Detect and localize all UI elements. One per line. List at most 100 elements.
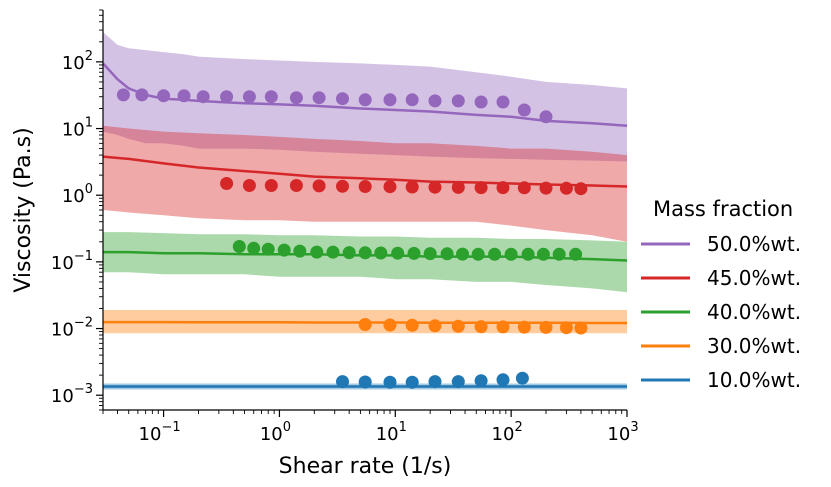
x-tick-label: 103 <box>607 420 638 445</box>
point-45-0-wt <box>358 180 372 193</box>
point-45-0-wt <box>517 181 531 195</box>
point-50-0-wt <box>539 110 553 124</box>
point-40-0-wt <box>310 245 324 259</box>
point-10-0-wt <box>383 375 397 389</box>
point-40-0-wt <box>440 247 454 261</box>
point-45-0-wt <box>242 179 256 192</box>
legend-label: 10.0%wt. <box>707 368 801 392</box>
point-30-0-wt <box>383 318 397 332</box>
point-40-0-wt <box>456 247 469 261</box>
point-50-0-wt <box>242 90 256 104</box>
point-30-0-wt <box>451 319 465 333</box>
point-45-0-wt <box>336 179 349 193</box>
point-50-0-wt <box>177 89 191 103</box>
point-10-0-wt <box>358 375 372 389</box>
point-40-0-wt <box>536 247 550 261</box>
point-45-0-wt <box>474 181 488 195</box>
point-40-0-wt <box>391 246 405 260</box>
point-45-0-wt <box>312 179 326 193</box>
point-45-0-wt <box>574 182 588 196</box>
point-40-0-wt <box>342 246 356 260</box>
point-50-0-wt <box>116 88 130 102</box>
point-45-0-wt <box>264 179 278 192</box>
y-tick-label: 101 <box>62 116 93 141</box>
bands-layer <box>103 32 627 390</box>
y-tick-label: 102 <box>62 49 93 74</box>
point-40-0-wt <box>293 244 307 258</box>
point-40-0-wt <box>277 243 291 257</box>
point-50-0-wt <box>264 90 278 104</box>
point-40-0-wt <box>488 247 502 261</box>
point-30-0-wt <box>428 319 442 333</box>
point-40-0-wt <box>326 245 340 259</box>
point-45-0-wt <box>405 180 419 194</box>
point-30-0-wt <box>496 320 510 334</box>
line-45-0-wt <box>102 155 628 188</box>
point-45-0-wt <box>496 181 510 195</box>
point-50-0-wt <box>451 94 465 108</box>
x-tick-label: 100 <box>260 420 291 445</box>
point-10-0-wt <box>405 375 419 389</box>
point-40-0-wt <box>423 247 437 261</box>
x-axis-title: Shear rate (1/s) <box>279 454 452 479</box>
point-50-0-wt <box>135 88 149 102</box>
legend-label: 50.0%wt. <box>707 232 801 256</box>
point-50-0-wt <box>428 94 442 108</box>
legend: Mass fraction 50.0%wt. 45.0%wt. 40.0%wt. 30… <box>641 197 801 392</box>
y-tick-label: 10−2 <box>51 316 93 341</box>
point-50-0-wt <box>358 93 372 107</box>
point-50-0-wt <box>196 90 210 104</box>
point-50-0-wt <box>496 95 510 109</box>
axes-layer: 10−1 100 101 102 103 10−3 10−2 10−1 100 101 102 <box>51 9 639 445</box>
point-40-0-wt <box>358 246 372 260</box>
point-40-0-wt <box>552 247 566 261</box>
band-40-0-wt <box>103 232 627 293</box>
point-40-0-wt <box>521 247 535 261</box>
point-50-0-wt <box>517 103 531 117</box>
point-40-0-wt <box>247 241 261 255</box>
point-40-0-wt <box>407 246 421 260</box>
point-45-0-wt <box>539 181 553 195</box>
point-30-0-wt <box>559 321 573 335</box>
point-45-0-wt <box>289 179 303 192</box>
point-45-0-wt <box>451 180 465 194</box>
point-30-0-wt <box>539 320 553 334</box>
point-50-0-wt <box>474 95 488 109</box>
y-tick-label: 10−1 <box>51 249 93 274</box>
point-50-0-wt <box>220 90 234 104</box>
point-45-0-wt <box>220 177 234 190</box>
point-45-0-wt <box>559 181 573 195</box>
point-30-0-wt <box>358 318 372 331</box>
point-45-0-wt <box>428 180 442 194</box>
point-30-0-wt <box>574 321 588 335</box>
y-tick-label: 100 <box>62 182 93 207</box>
point-45-0-wt <box>383 180 397 194</box>
point-30-0-wt <box>405 318 419 332</box>
point-40-0-wt <box>232 240 246 253</box>
x-tick-label: 101 <box>376 420 407 445</box>
x-tick-label: 10−1 <box>139 420 181 445</box>
point-10-0-wt <box>428 375 442 389</box>
point-50-0-wt <box>157 89 171 103</box>
point-10-0-wt <box>336 375 349 389</box>
point-50-0-wt <box>312 91 326 105</box>
legend-label: 40.0%wt. <box>707 300 801 324</box>
point-50-0-wt <box>383 93 397 107</box>
point-50-0-wt <box>336 92 349 106</box>
legend-label: 45.0%wt. <box>707 266 801 290</box>
point-40-0-wt <box>261 242 275 256</box>
point-40-0-wt <box>471 247 485 261</box>
y-tick-label: 10−3 <box>51 382 93 407</box>
point-40-0-wt <box>374 246 388 260</box>
x-tick-label: 102 <box>492 420 523 445</box>
points-layer <box>116 88 588 389</box>
legend-label: 30.0%wt. <box>707 334 801 358</box>
point-10-0-wt <box>474 374 488 388</box>
point-40-0-wt <box>504 247 518 261</box>
point-50-0-wt <box>289 91 303 105</box>
point-10-0-wt <box>515 371 529 385</box>
point-40-0-wt <box>569 247 583 261</box>
point-10-0-wt <box>451 375 465 389</box>
